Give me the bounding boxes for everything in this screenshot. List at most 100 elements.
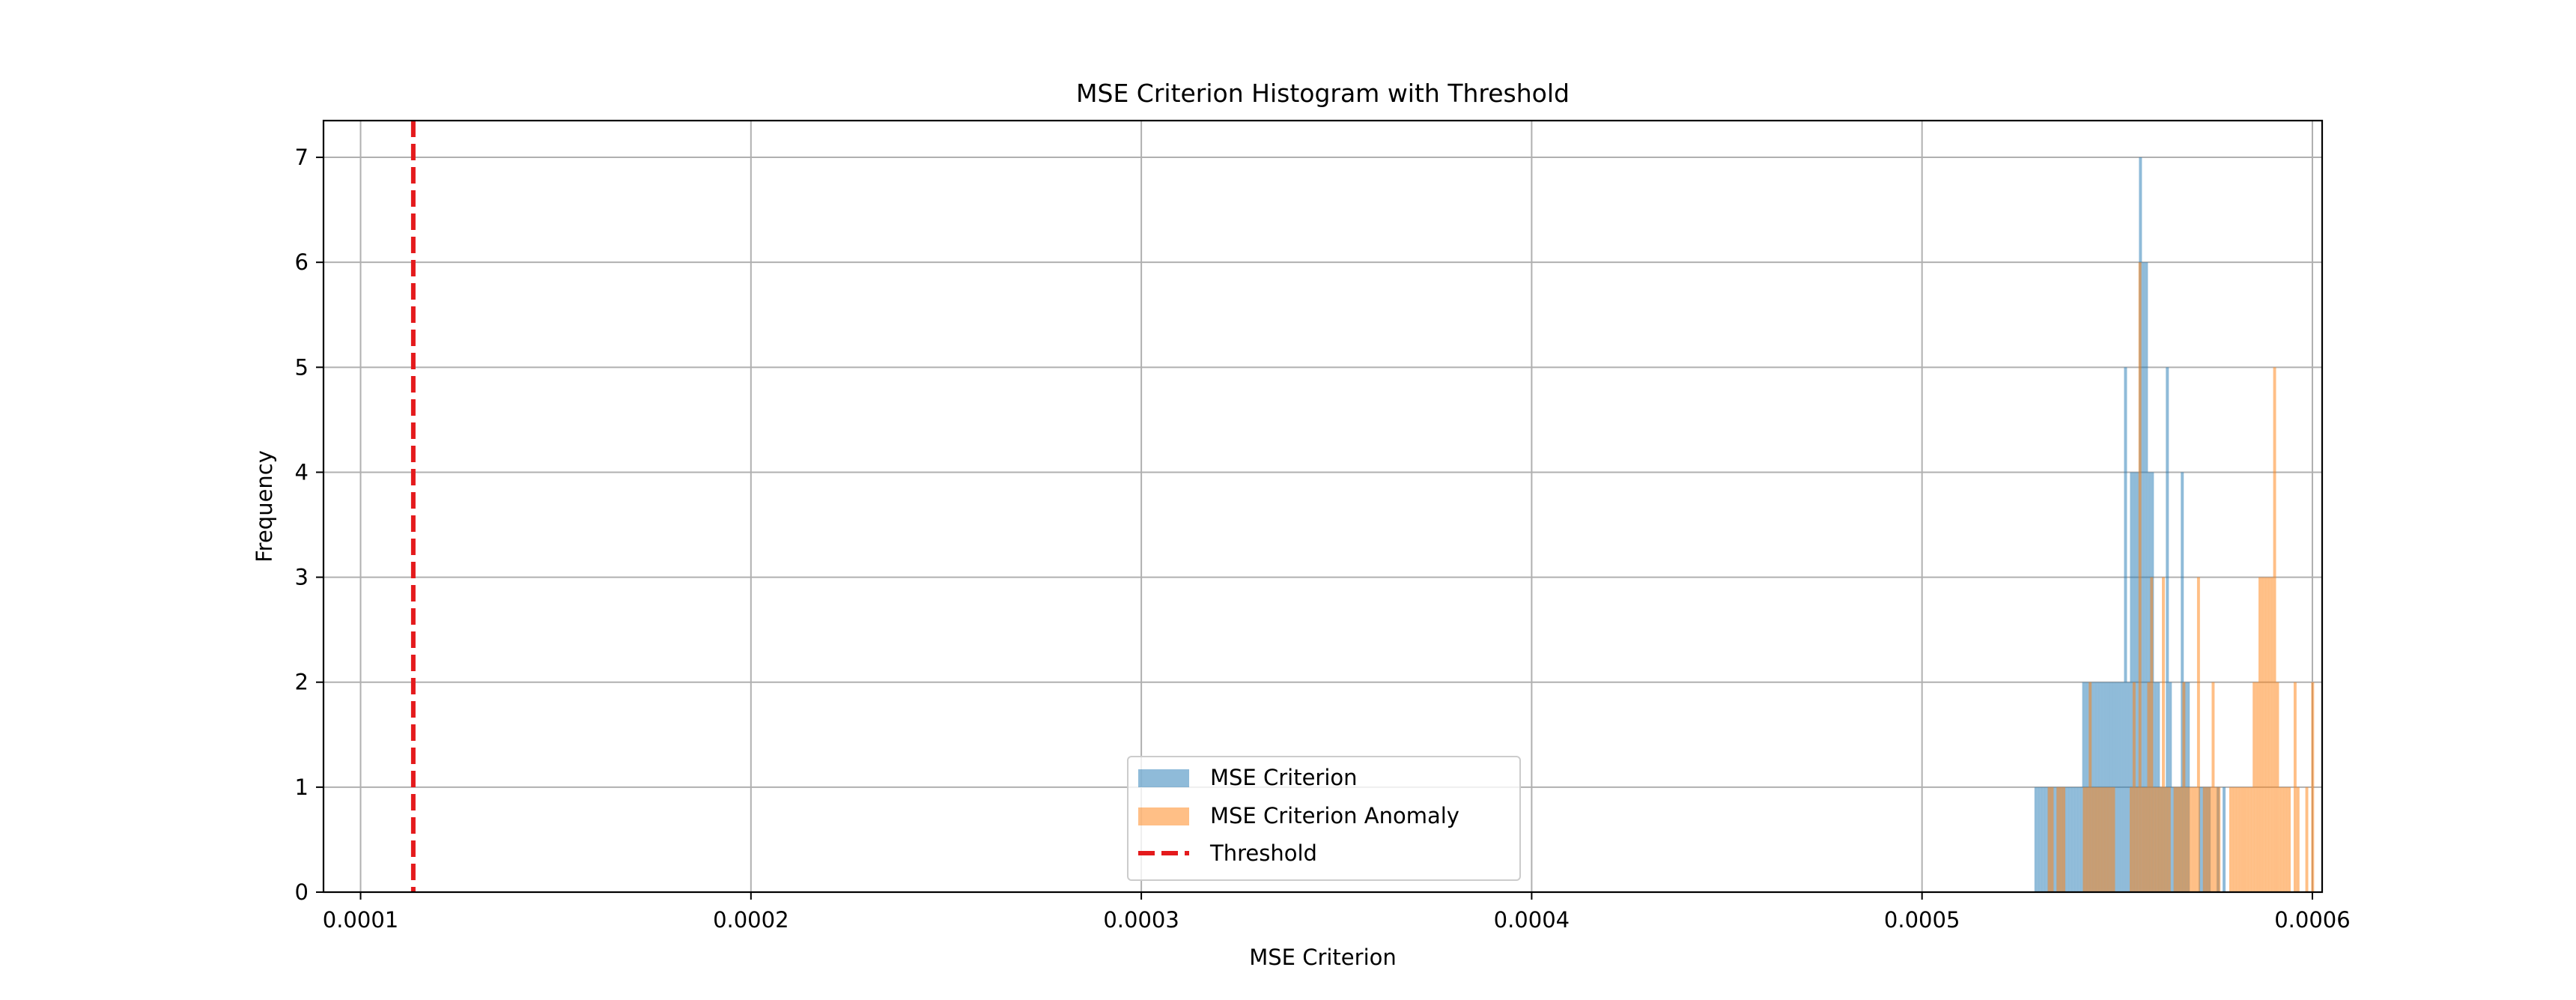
bar-mse-criterion <box>2064 787 2068 892</box>
bar-mse-criterion-anomaly <box>2159 787 2163 892</box>
y-tick-label: 2 <box>295 670 309 695</box>
bar-mse-criterion <box>2136 472 2139 892</box>
bar-mse-criterion-anomaly <box>2241 787 2244 892</box>
bar-mse-criterion-anomaly <box>2112 787 2115 892</box>
bar-mse-criterion-anomaly <box>2059 787 2063 892</box>
bar-mse-criterion-anomaly <box>2162 577 2165 892</box>
bar-mse-criterion <box>2118 682 2121 892</box>
legend: MSE Criterion MSE Criterion Anomaly Thre… <box>1127 756 1521 881</box>
bar-mse-criterion-anomaly <box>2211 682 2215 892</box>
bar-mse-criterion <box>2121 682 2124 892</box>
bar-mse-criterion <box>2181 472 2184 892</box>
histogram-bars <box>2034 157 2315 893</box>
bar-mse-criterion-anomaly <box>2217 787 2221 892</box>
x-tick-label: 0.0005 <box>1884 907 1960 933</box>
bar-mse-criterion <box>2043 787 2047 892</box>
bar-mse-criterion-anomaly <box>2270 577 2273 892</box>
bar-mse-criterion-anomaly <box>2050 787 2054 892</box>
legend-label-threshold: Threshold <box>1209 840 1317 866</box>
bar-mse-criterion-anomaly <box>2089 682 2092 892</box>
bar-mse-criterion <box>2124 367 2127 893</box>
bar-mse-criterion <box>2130 472 2133 892</box>
bar-mse-criterion-anomaly <box>2173 787 2177 892</box>
bar-mse-criterion-anomaly <box>2144 787 2148 892</box>
legend-label-mse-criterion: MSE Criterion <box>1210 765 1358 790</box>
bar-mse-criterion-anomaly <box>2232 787 2235 892</box>
y-tick-label: 3 <box>295 565 309 590</box>
bar-mse-criterion <box>2166 367 2169 893</box>
axis-ticks: 0.0001 0.0002 0.0003 0.0004 0.0005 0.0006 0 1 2 3… <box>295 145 2351 933</box>
bar-mse-criterion-anomaly <box>2167 787 2171 892</box>
bar-mse-criterion-anomaly <box>2047 787 2051 892</box>
bar-mse-criterion-anomaly <box>2261 577 2264 892</box>
bar-mse-criterion-anomaly <box>2288 787 2291 892</box>
bar-mse-criterion-anomaly <box>2250 787 2253 892</box>
bar-mse-criterion <box>2172 787 2175 892</box>
bar-mse-criterion-anomaly <box>2258 577 2261 892</box>
bar-mse-criterion-anomaly <box>2164 787 2168 892</box>
bar-mse-criterion-anomaly <box>2264 577 2267 892</box>
bar-mse-criterion-anomaly <box>2150 577 2154 892</box>
chart-title: MSE Criterion Histogram with Threshold <box>1076 79 1570 108</box>
bar-mse-criterion-anomaly <box>2103 787 2106 892</box>
x-tick-label: 0.0006 <box>2274 907 2350 933</box>
bar-mse-criterion-anomaly <box>2182 682 2186 892</box>
grid-lines <box>323 121 2322 893</box>
legend-label-mse-criterion-anomaly: MSE Criterion Anomaly <box>1210 803 1459 828</box>
bar-mse-criterion-anomaly <box>2247 787 2250 892</box>
bar-mse-criterion-anomaly <box>2229 787 2232 892</box>
bar-mse-criterion-anomaly <box>2086 787 2089 892</box>
y-tick-label: 0 <box>295 879 309 905</box>
bar-mse-criterion-anomaly <box>2100 787 2103 892</box>
bar-mse-criterion <box>2040 787 2044 892</box>
bar-mse-criterion-anomaly <box>2285 787 2288 892</box>
x-tick-label: 0.0003 <box>1103 907 1179 933</box>
bar-mse-criterion-anomaly <box>2214 787 2218 892</box>
bar-mse-criterion-anomaly <box>2267 577 2270 892</box>
bar-mse-criterion-anomaly <box>2253 682 2256 892</box>
bar-mse-criterion-anomaly <box>2135 787 2139 892</box>
bar-mse-criterion <box>2115 682 2118 892</box>
bar-mse-criterion <box>2067 787 2071 892</box>
bar-mse-criterion-anomaly <box>2147 682 2151 892</box>
bar-mse-criterion <box>2076 787 2080 892</box>
bar-mse-criterion <box>2034 787 2038 892</box>
bar-mse-criterion-anomaly <box>2191 787 2195 892</box>
y-tick-label: 6 <box>295 249 309 275</box>
bar-mse-criterion-anomaly <box>2235 787 2238 892</box>
bar-mse-criterion-anomaly <box>2188 787 2192 892</box>
bar-mse-criterion-anomaly <box>2196 577 2200 892</box>
x-tick-label: 0.0002 <box>713 907 789 933</box>
bar-mse-criterion <box>2070 787 2074 892</box>
bar-mse-criterion-anomaly <box>2083 787 2086 892</box>
bar-mse-criterion-anomaly <box>2153 787 2157 892</box>
bar-mse-criterion-anomaly <box>2296 787 2300 892</box>
bar-mse-criterion-anomaly <box>2097 787 2100 892</box>
bar-mse-criterion <box>2052 787 2056 892</box>
bar-mse-criterion <box>2073 787 2077 892</box>
bar-mse-criterion-anomaly <box>2279 787 2282 892</box>
bar-mse-criterion-anomaly <box>2094 787 2097 892</box>
bar-mse-criterion <box>2079 787 2083 892</box>
bar-mse-criterion-anomaly <box>2130 787 2133 892</box>
bar-mse-criterion-anomaly <box>2202 787 2206 892</box>
bar-mse-criterion-anomaly <box>2062 787 2065 892</box>
bar-mse-criterion-anomaly <box>2205 787 2209 892</box>
y-tick-label: 5 <box>295 354 309 380</box>
bar-mse-criterion <box>2223 787 2226 892</box>
bar-mse-criterion-anomaly <box>2208 787 2212 892</box>
bar-mse-criterion <box>2037 787 2041 892</box>
legend-box <box>1127 756 1521 881</box>
plot-frame <box>322 119 2324 894</box>
x-tick-label: 0.0001 <box>323 907 398 933</box>
bar-mse-criterion-anomaly <box>2179 787 2183 892</box>
bar-mse-criterion-anomaly <box>2138 262 2142 892</box>
y-tick-label: 1 <box>295 775 309 800</box>
y-axis-label: Frequency <box>252 450 277 563</box>
bar-mse-criterion-anomaly <box>2305 787 2309 892</box>
bar-mse-criterion-anomaly <box>2273 367 2276 893</box>
x-tick-label: 0.0004 <box>1494 907 1570 933</box>
bar-mse-criterion-anomaly <box>2282 787 2285 892</box>
bar-mse-criterion-anomaly <box>2185 787 2189 892</box>
